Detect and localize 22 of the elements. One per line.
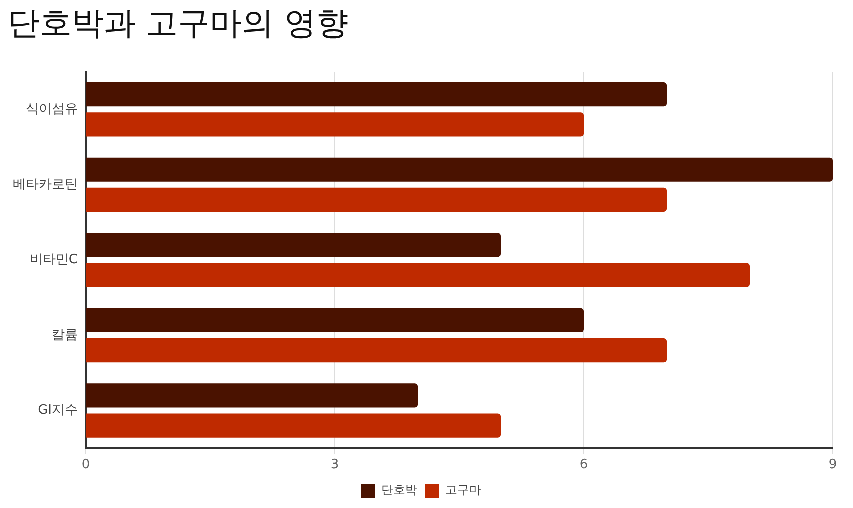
bar [86,263,750,288]
y-tick-label: 칼륨 [52,328,78,343]
legend-label: 고구마 [446,483,482,498]
x-tick-label: 3 [330,458,340,473]
y-tick-label: 베타카로틴 [13,177,78,192]
bar [86,414,501,438]
y-tick-label: GI지수 [38,403,78,418]
bar [86,82,667,107]
bar [86,384,418,408]
x-tick-label: 0 [82,458,90,473]
bar [86,338,667,363]
x-tick-label: 6 [580,458,588,473]
bar [86,112,584,137]
y-tick-label: 식이섬유 [26,102,78,118]
bar [86,308,584,332]
chart-title: 단호박과 고구마의 영향 [8,3,348,44]
bar [86,158,833,182]
bar [86,188,667,212]
bar [86,233,501,258]
legend-label: 단호박 [382,483,418,498]
y-tick-label: 비타민C [30,252,78,268]
x-tick-label: 9 [828,458,838,473]
